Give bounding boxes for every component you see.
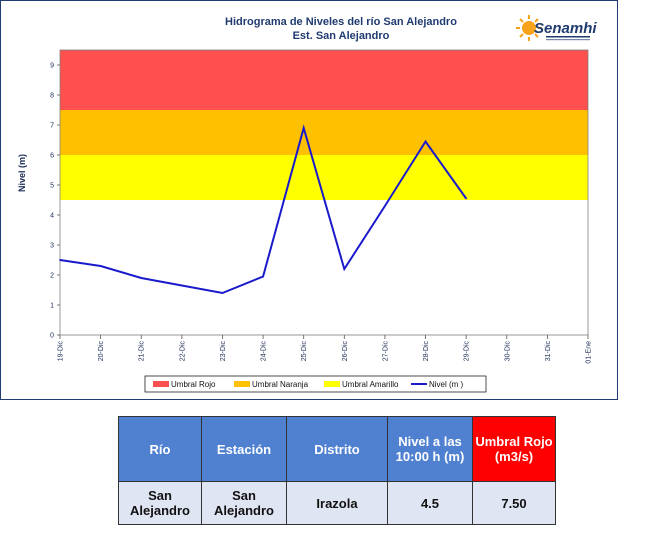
y-tick-label: 7 — [50, 123, 54, 130]
x-tick-label: 26-Dic — [342, 341, 349, 362]
chart-frame: Senamhi 0 1 2 3 4 5 6 7 8 9 19-Dic 20-Dic 21-Dic 22-D… — [0, 0, 618, 400]
x-tick-label: 31-Dic — [545, 341, 552, 362]
y-tick-label: 5 — [50, 183, 54, 190]
chart-subtitle: Est. San Alejandro — [293, 30, 390, 42]
y-tick-label: 0 — [50, 333, 54, 340]
threshold-band-0 — [60, 50, 588, 110]
cell-nivel: 4.5 — [387, 481, 473, 525]
data-point — [465, 197, 467, 200]
hydrograph-chart: Senamhi 0 1 2 3 4 5 6 7 8 9 19-Dic 20-Dic 21-Dic 22-D… — [17, 15, 597, 393]
data-point — [343, 268, 346, 270]
threshold-band-1 — [60, 110, 588, 155]
chart-title: Hidrograma de Niveles del río San Alejan… — [225, 16, 457, 28]
sun-icon — [516, 15, 542, 41]
x-tick-label: 21-Dic — [139, 341, 146, 362]
x-tick-label: 27-Dic — [382, 341, 389, 362]
y-tick-label: 1 — [50, 303, 54, 310]
x-tick-label: 19-Dic — [58, 341, 65, 362]
cell-rio: San Alejandro — [118, 481, 202, 525]
data-point — [424, 140, 427, 143]
cell-distrito: Irazola — [286, 481, 388, 525]
station-info-table: Río Estación Distrito Nivel a las 10:00 … — [118, 416, 556, 525]
table-row: San Alejandro San Alejandro Irazola 4.5 … — [118, 481, 556, 525]
header-umbral-rojo: Umbral Rojo (m3/s) — [472, 416, 556, 482]
data-point — [99, 265, 102, 267]
x-tick-label: 23-Dic — [220, 341, 227, 362]
data-point — [221, 292, 224, 294]
cell-estacion: San Alejandro — [201, 481, 287, 525]
y-tick-label: 3 — [50, 243, 54, 250]
logo-text: Senamhi — [534, 20, 597, 37]
x-tick-label: 30-Dic — [504, 341, 511, 362]
table-header-row: Río Estación Distrito Nivel a las 10:00 … — [118, 416, 556, 482]
x-tick-label: 29-Dic — [464, 341, 471, 362]
legend-label-1: Umbral Naranja — [252, 380, 309, 389]
data-point — [262, 275, 264, 278]
legend-swatch-2 — [324, 381, 340, 387]
senamhi-logo: Senamhi — [516, 15, 597, 41]
y-tick-label: 2 — [50, 273, 54, 280]
header-rio: Río — [118, 416, 202, 482]
header-nivel: Nivel a las 10:00 h (m) — [387, 416, 473, 482]
data-point — [181, 284, 183, 287]
x-tick-label: 28-Dic — [423, 341, 430, 362]
x-tick-label: 22-Dic — [179, 341, 186, 362]
cell-umbral-rojo: 7.50 — [472, 481, 556, 525]
data-point — [302, 127, 305, 129]
legend-label-2: Umbral Amarillo — [342, 380, 399, 389]
data-point — [59, 259, 61, 261]
x-tick-label: 20-Dic — [98, 341, 105, 362]
threshold-band-2 — [60, 155, 588, 200]
legend-label-0: Umbral Rojo — [171, 380, 216, 389]
plot-area-border — [59, 49, 589, 336]
data-point — [384, 205, 386, 207]
data-point — [140, 277, 143, 279]
header-distrito: Distrito — [286, 416, 388, 482]
x-tick-label: 24-Dic — [261, 341, 268, 362]
y-tick-label: 6 — [50, 153, 54, 160]
legend-swatch-0 — [153, 381, 169, 387]
legend-swatch-1 — [234, 381, 250, 387]
x-tick-label: 01-Ene — [586, 341, 593, 364]
y-tick-label: 8 — [50, 93, 54, 100]
y-tick-label: 4 — [50, 213, 54, 220]
legend-label-3: Nivel (m ) — [429, 380, 464, 389]
header-estacion: Estación — [201, 416, 287, 482]
chart-legend: Umbral Rojo Umbral Naranja Umbral Amarillo… — [144, 375, 487, 393]
y-tick-label: 9 — [50, 63, 54, 70]
y-axis-label: Nivel (m) — [17, 154, 27, 192]
x-tick-label: 25-Dic — [301, 341, 308, 362]
